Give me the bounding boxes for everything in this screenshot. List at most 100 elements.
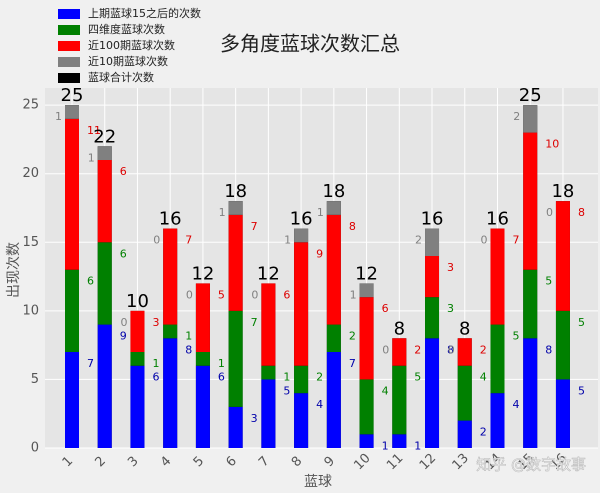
data-label: 5 xyxy=(283,384,290,397)
bar-segment xyxy=(523,132,538,270)
bar-segment xyxy=(359,283,374,298)
data-label: 1 xyxy=(219,206,226,219)
bar-segment xyxy=(65,118,79,270)
data-label: 7 xyxy=(349,357,356,370)
bar-segment xyxy=(326,214,341,325)
bar-segment xyxy=(294,228,309,243)
bar-segment xyxy=(425,297,440,339)
bar-segment xyxy=(326,201,341,215)
bar-segment xyxy=(195,283,210,352)
total-label: 25 xyxy=(61,85,84,106)
data-label: 10 xyxy=(545,138,559,151)
bar-segment xyxy=(555,201,570,311)
bar-segment xyxy=(523,338,538,448)
total-label: 16 xyxy=(421,209,444,230)
bar-segment xyxy=(261,379,276,448)
data-label: 1 xyxy=(414,439,421,452)
data-label: 1 xyxy=(88,151,95,164)
data-label: 4 xyxy=(316,398,323,411)
y-tick-label: 15 xyxy=(22,235,39,250)
bar-segment xyxy=(490,393,505,448)
bar-segment xyxy=(555,310,570,380)
bar-segment xyxy=(523,269,538,339)
bar-segment xyxy=(228,406,243,448)
data-label: 9 xyxy=(316,247,323,260)
bar-segment xyxy=(228,310,243,407)
bar-segment xyxy=(130,310,145,352)
bar-segment xyxy=(392,338,407,366)
data-label: 1 xyxy=(152,357,159,370)
bar-segment xyxy=(195,352,210,366)
data-label: 5 xyxy=(512,330,519,343)
data-label: 9 xyxy=(120,330,127,343)
data-label: 6 xyxy=(382,302,389,315)
total-label: 18 xyxy=(224,181,247,202)
bar-segment xyxy=(163,324,178,339)
bar-segment xyxy=(97,160,112,243)
data-label: 1 xyxy=(317,206,324,219)
bar-segment xyxy=(261,365,276,380)
legend-swatch xyxy=(58,57,80,67)
bar-segment xyxy=(359,434,374,448)
data-label: 6 xyxy=(87,275,94,288)
plot-area xyxy=(45,88,598,448)
data-label: 1 xyxy=(283,371,290,384)
data-label: 0 xyxy=(120,316,127,329)
data-label: 6 xyxy=(120,247,127,260)
total-label: 16 xyxy=(159,209,182,230)
data-label: 0 xyxy=(546,206,553,219)
data-label: 0 xyxy=(251,288,258,301)
bar-segment xyxy=(457,338,472,366)
total-label: 18 xyxy=(322,181,345,202)
y-axis-label: 出现次数 xyxy=(6,242,22,298)
bar-segment xyxy=(294,393,309,448)
y-tick-label: 5 xyxy=(31,372,39,387)
total-label: 16 xyxy=(486,209,509,230)
legend-label: 上期蓝球15之后的次数 xyxy=(88,6,201,20)
bar-segment xyxy=(392,365,407,435)
data-label: 8 xyxy=(185,343,192,356)
data-label: 7 xyxy=(185,234,192,247)
y-tick-label: 25 xyxy=(22,98,39,113)
bar-segment xyxy=(163,338,178,448)
data-label: 5 xyxy=(578,316,585,329)
y-tick-label: 0 xyxy=(31,441,39,456)
data-label: 4 xyxy=(512,398,519,411)
bar-segment xyxy=(130,365,145,448)
data-label: 1 xyxy=(382,439,389,452)
bar-segment xyxy=(228,201,243,215)
bar-segment xyxy=(359,297,374,380)
bar-segment xyxy=(392,434,407,448)
data-label: 4 xyxy=(480,371,487,384)
bar-segment xyxy=(326,352,341,448)
bar-segment xyxy=(326,324,341,352)
bar-segment xyxy=(523,105,538,133)
data-label: 8 xyxy=(349,220,356,233)
bar-segment xyxy=(195,365,210,448)
bar-segment xyxy=(228,214,243,311)
data-label: 7 xyxy=(251,316,258,329)
bar-segment xyxy=(555,379,570,448)
total-label: 16 xyxy=(290,209,313,230)
data-label: 0 xyxy=(153,234,160,247)
total-label: 12 xyxy=(257,263,280,284)
data-label: 2 xyxy=(480,426,487,439)
data-label: 2 xyxy=(414,343,421,356)
y-tick-label: 20 xyxy=(22,166,39,181)
data-label: 11 xyxy=(87,124,101,137)
bar-segment xyxy=(294,242,309,366)
chart-title: 多角度蓝球次数汇总 xyxy=(220,32,400,56)
bar-segment xyxy=(65,352,79,448)
data-label: 5 xyxy=(578,384,585,397)
bar-segment xyxy=(163,228,178,325)
legend-label: 蓝球合计次数 xyxy=(88,70,154,84)
data-label: 2 xyxy=(349,330,356,343)
bar-segment xyxy=(97,324,112,448)
legend-swatch xyxy=(58,9,80,19)
total-label: 25 xyxy=(519,85,542,106)
bar-segment xyxy=(425,228,440,256)
data-label: 8 xyxy=(545,343,552,356)
total-label: 8 xyxy=(394,318,405,339)
data-label: 7 xyxy=(251,220,258,233)
data-label: 0 xyxy=(382,343,389,356)
